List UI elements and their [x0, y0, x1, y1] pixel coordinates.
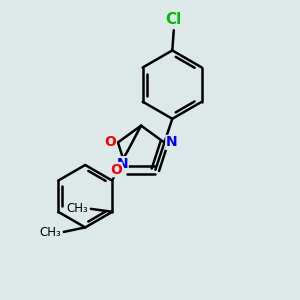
- Text: O: O: [110, 163, 122, 177]
- Text: N: N: [116, 157, 128, 171]
- Text: N: N: [166, 136, 178, 149]
- Text: O: O: [104, 136, 116, 149]
- Text: Cl: Cl: [166, 12, 182, 27]
- Text: CH₃: CH₃: [67, 202, 88, 215]
- Text: CH₃: CH₃: [40, 226, 62, 239]
